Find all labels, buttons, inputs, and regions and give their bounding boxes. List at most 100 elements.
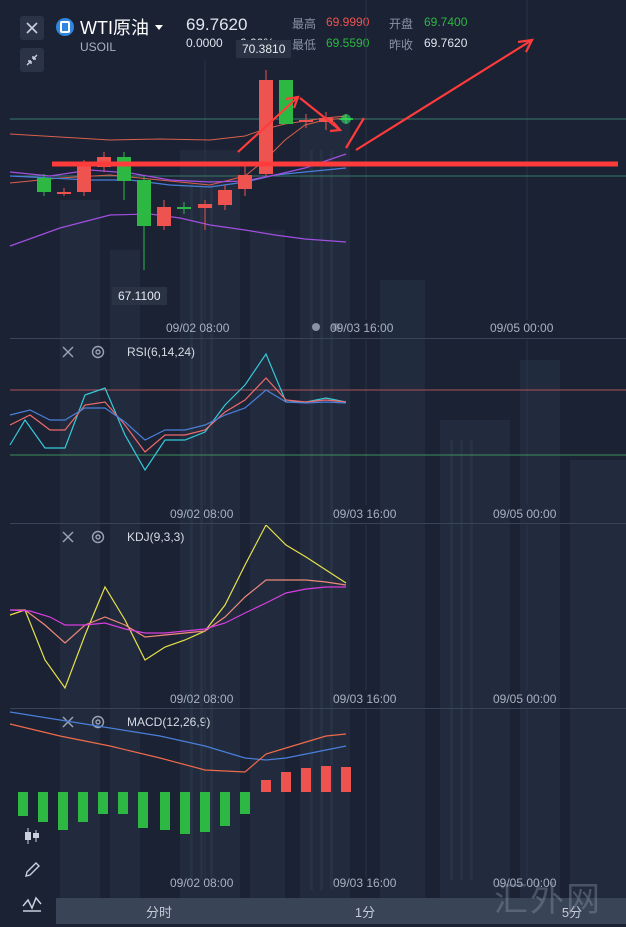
macd-bar [341,767,351,792]
main-candle-chart[interactable] [0,0,626,340]
rsi6-line [9,352,347,472]
pencil-icon [25,862,40,877]
rsi-close-button[interactable] [60,344,76,365]
candles [37,70,353,270]
macd-bar [78,792,88,822]
gear-icon [91,530,105,544]
main-time-label-3: 09/05 00:00 [490,321,554,335]
low-label: 最低 [292,38,317,52]
symbol-name: WTI原油 [80,18,149,38]
panel-divider [10,523,626,524]
prev-close-value: 69.7620 [424,36,468,50]
close-icon [62,531,74,543]
candle [117,152,131,200]
candle [37,174,51,196]
macd-bar [200,792,210,832]
macd-time-label-1: 09/02 08:00 [170,876,234,890]
low-price-marker: 67.1100 [112,287,167,305]
tab-1min[interactable]: 1分 [354,904,376,920]
open-label: 开盘 [389,17,414,31]
candle [218,185,232,210]
last-price-dot [341,114,351,124]
high-value: 69.9990 [326,15,370,29]
macd-chart[interactable] [0,710,626,900]
candle [157,200,171,230]
symbol-selector[interactable]: WTI原油 [80,14,165,40]
macd-bar [180,792,190,834]
rsi-time-label-1: 09/02 08:00 [170,507,234,521]
macd-bar [261,780,271,792]
tab-5min[interactable]: 5分 [561,904,583,920]
ma-blue-line [9,167,347,188]
rsi-time-label-3: 09/05 00:00 [493,507,557,521]
rsi-time-label-2: 09/03 16:00 [333,507,397,521]
watermark: 汇外网 [494,880,602,920]
main-time-label-1: 09/02 08:00 [166,321,230,335]
kdj-time-label-3: 09/05 00:00 [493,692,557,706]
main-grid [204,0,528,320]
macd-bar [281,772,291,792]
candle [279,80,293,124]
rsi-settings-button[interactable] [90,344,106,365]
macd-bar [138,792,148,828]
macd-bar [220,792,230,826]
timeframe-bar [56,898,626,924]
scroll-dot [312,323,320,331]
indicator-button[interactable] [18,890,46,918]
ma-purple-line [9,153,347,183]
close-icon [62,346,74,358]
candle [177,202,191,214]
gear-icon [91,715,105,729]
collapse-icon [26,54,38,66]
macd-title: MACD(12,26,9) [127,715,211,729]
kdj-time-label-2: 09/03 16:00 [333,692,397,706]
indicator-icon [22,896,42,912]
current-price: 69.7620 [186,15,248,34]
macd-bar [301,768,311,792]
macd-settings-button[interactable] [90,714,106,735]
price-change: 0.0000 [186,36,223,50]
dropdown-icon [155,25,163,30]
open-value: 69.7400 [424,15,468,29]
rsi24-line [9,389,347,441]
boll-upper-line [9,115,347,141]
macd-time-label-2: 09/03 16:00 [333,876,397,890]
macd-time-label-3: 09/05 00:00 [493,876,557,890]
candle [299,114,313,128]
kdj-close-button[interactable] [60,529,76,550]
kdj-settings-button[interactable] [90,529,106,550]
kdj-time-label-1: 09/02 08:00 [170,692,234,706]
high-label: 最高 [292,17,317,31]
symbol-code: USOIL [80,40,117,54]
macd-dif-line [9,711,347,761]
main-time-label-2: 09/03 16:00 [330,321,394,335]
high-price-marker: 70.3810 [236,40,292,58]
low-value: 69.5590 [326,36,370,50]
scroll-dot [332,323,340,331]
prev-close-label: 昨收 [389,38,414,52]
trend-arrows [237,38,534,153]
rsi-title: RSI(6,14,24) [127,345,196,359]
gear-icon [91,345,105,359]
panel-divider [10,708,626,709]
candle [238,166,252,196]
rsi14-line [9,377,347,453]
close-chart-button[interactable] [20,16,44,40]
candle [198,200,212,230]
symbol-badge [56,18,74,36]
kdj-d-line [9,586,346,634]
kdj-chart[interactable] [0,525,626,710]
macd-bar [38,792,48,822]
macd-dea-line [9,723,347,773]
macd-close-button[interactable] [60,714,76,735]
candle-icon [25,828,39,844]
rsi-chart[interactable] [0,340,626,525]
tab-timeline[interactable]: 分时 [145,904,172,920]
macd-bar [18,792,28,816]
draw-tool-button[interactable] [18,856,46,884]
chart-type-button[interactable] [18,822,46,850]
close-icon [26,22,38,34]
kdj-k-line [10,579,347,644]
collapse-button[interactable] [20,48,44,72]
macd-bar [118,792,128,814]
